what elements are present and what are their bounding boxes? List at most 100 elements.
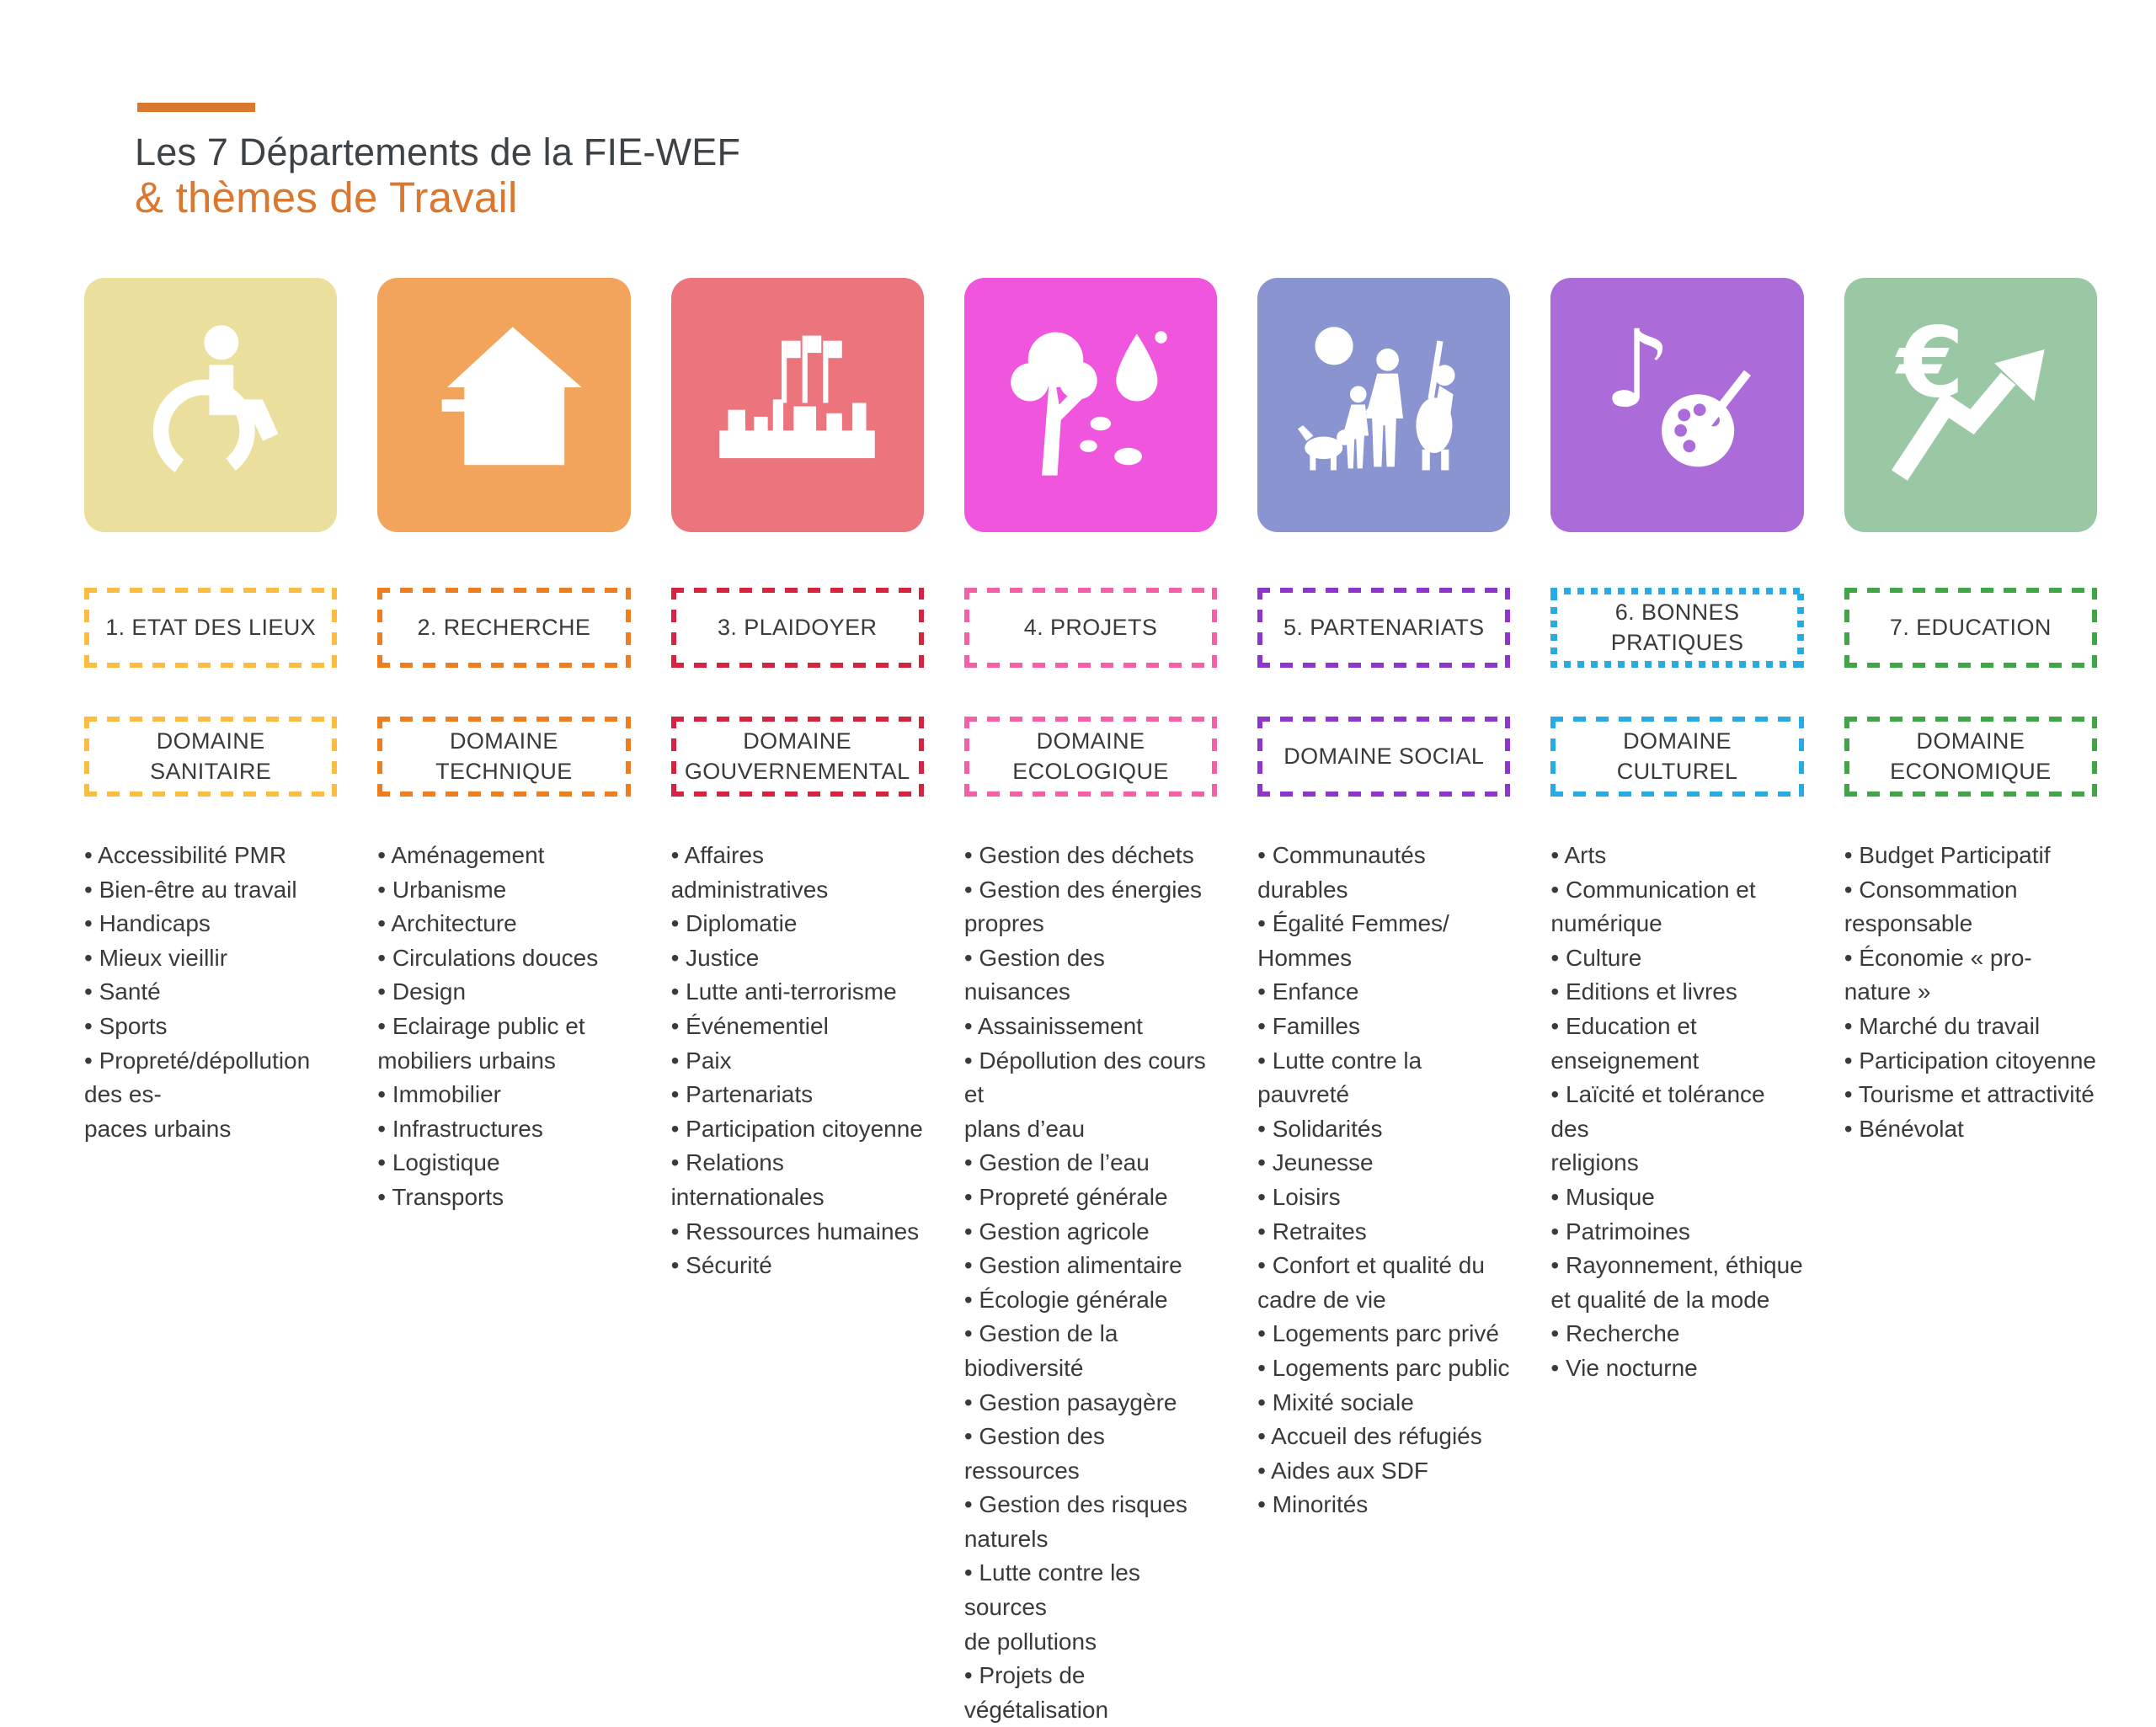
- theme-item: • Assainissement: [963, 1012, 1143, 1039]
- department-name-label: 4. PROJETS: [1023, 614, 1158, 640]
- theme-item: • Dépollution des cours et plans d’eau: [963, 1047, 1206, 1142]
- theme-item: • Rayonnement, éthique et qualité de la …: [1550, 1252, 1803, 1313]
- infographic-page: { "header": { "title_line1": "Les 7 Dépa…: [84, 103, 2098, 1723]
- theme-item: • Bien-être au travail: [84, 876, 297, 903]
- theme-item: • Vie nocturne: [1550, 1354, 1698, 1381]
- theme-item: • Projets de végétalisation: [963, 1662, 1109, 1723]
- theme-item: • Gestion alimentaire: [963, 1252, 1182, 1279]
- theme-item: • Gestion de l’eau: [963, 1149, 1150, 1176]
- theme-item: • Patrimoines: [1550, 1218, 1690, 1245]
- theme-item: • Communautés durables: [1257, 842, 1426, 903]
- themes-list: • Aménagement • Urbanisme • Architecture • …: [377, 839, 630, 1215]
- theme-item: • Laïcité et tolérance des religions: [1550, 1081, 1765, 1176]
- domain-label: DOMAINE GOUVERNEMENTAL: [684, 728, 910, 784]
- page-title-line1: Les 7 Départements de la FIE-WEF: [135, 131, 741, 173]
- theme-item: • Écologie générale: [963, 1286, 1168, 1313]
- theme-item: • Lutte contre les sources de pollutions: [963, 1559, 1140, 1655]
- theme-item: • Editions et livres: [1550, 978, 1737, 1005]
- euro-growth-icon: €: [1884, 306, 2057, 493]
- departments-grid: 1. ETAT DES LIEUX DOMAINE SANITAIRE • Ac…: [84, 278, 2098, 1727]
- theme-item: • Affaires administratives: [670, 842, 829, 903]
- department-name-box: 5. PARTENARIATS: [1257, 588, 1511, 668]
- domain-label: DOMAINE SANITAIRE: [150, 728, 272, 784]
- theme-item: • Gestion pasaygère: [963, 1389, 1177, 1415]
- themes-list: • Arts • Communication et numérique • Cult…: [1550, 839, 1803, 1386]
- government-building-icon: [711, 317, 883, 493]
- theme-item: • Confort et qualité du cadre de vie: [1257, 1252, 1485, 1313]
- theme-item: • Paix: [670, 1047, 732, 1074]
- domain-label: DOMAINE SOCIAL: [1283, 743, 1485, 769]
- people-community-icon: [1297, 317, 1470, 493]
- department-column: 1. ETAT DES LIEUX DOMAINE SANITAIRE • Ac…: [84, 278, 338, 1727]
- theme-item: • Égalité Femmes/ Hommes: [1257, 910, 1449, 971]
- theme-item: • Participation citoyenne: [670, 1115, 923, 1142]
- theme-item: • Partenariats: [670, 1081, 814, 1108]
- department-name-label: 1. ETAT DES LIEUX: [105, 614, 317, 640]
- theme-item: • Infrastructures: [377, 1115, 543, 1142]
- theme-item: • Ressources humaines: [670, 1218, 920, 1245]
- department-name-label: 5. PARTENARIATS: [1283, 614, 1485, 640]
- department-name-box: 7. EDUCATION: [1844, 588, 2098, 668]
- theme-item: • Aides aux SDF: [1257, 1457, 1428, 1484]
- page-title: Les 7 Départements de la FIE-WEF & thème…: [135, 131, 740, 222]
- theme-item: • Transports: [377, 1183, 504, 1210]
- theme-item: • Education et enseignement: [1550, 1012, 1700, 1074]
- themes-list: • Communautés durables • Égalité Femmes/ …: [1257, 839, 1510, 1522]
- department-tile: [670, 278, 924, 532]
- department-tile: €: [1844, 278, 2097, 532]
- domain-box: DOMAINE SANITAIRE: [84, 717, 338, 797]
- domain-label: DOMAINE ECONOMIQUE: [1890, 728, 2052, 784]
- theme-item: • Eclairage public et mobiliers urbains: [377, 1012, 585, 1074]
- department-name-label: 7. EDUCATION: [1889, 614, 2052, 640]
- theme-item: • Mieux vieillir: [84, 944, 228, 971]
- theme-item: • Gestion des énergies propres: [963, 876, 1203, 937]
- department-tile: [1257, 278, 1511, 532]
- theme-item: • Retraites: [1257, 1218, 1367, 1245]
- theme-item: • Budget Participatif: [1844, 842, 2051, 868]
- theme-item: • Lutte anti-terrorisme: [670, 978, 897, 1005]
- theme-item: • Familles: [1257, 1012, 1360, 1039]
- department-name-box: 6. BONNES PRATIQUES: [1550, 588, 1804, 668]
- theme-item: • Sécurité: [670, 1252, 772, 1279]
- department-name-label: 6. BONNES PRATIQUES: [1610, 599, 1744, 655]
- theme-item: • Loisirs: [1257, 1183, 1341, 1210]
- department-name-box: 2. RECHERCHE: [377, 588, 631, 668]
- svg-text:♪: ♪: [1604, 317, 1672, 432]
- domain-label: DOMAINE CULTUREL: [1616, 728, 1738, 784]
- theme-item: • Logements parc public: [1257, 1354, 1510, 1381]
- music-palette-icon: ♪: [1591, 307, 1764, 493]
- theme-item: • Sports: [84, 1012, 168, 1039]
- domain-box: DOMAINE GOUVERNEMENTAL: [670, 717, 925, 797]
- tree-water-icon: [1004, 317, 1177, 493]
- domain-box: DOMAINE ECONOMIQUE: [1844, 717, 2098, 797]
- themes-list: • Budget Participatif • Consommation resp…: [1844, 839, 2097, 1146]
- theme-item: • Jeunesse: [1257, 1149, 1374, 1176]
- theme-item: • Bénévolat: [1844, 1115, 1964, 1142]
- domain-box: DOMAINE CULTUREL: [1550, 717, 1804, 797]
- theme-item: • Musique: [1550, 1183, 1655, 1210]
- theme-item: • Marché du travail: [1844, 1012, 2041, 1039]
- theme-item: • Gestion des risques naturels: [963, 1491, 1187, 1552]
- theme-item: • Circulations douces: [377, 944, 599, 971]
- theme-item: • Propreté générale: [963, 1183, 1168, 1210]
- department-name-label: 3. PLAIDOYER: [718, 614, 878, 640]
- theme-item: • Design: [377, 978, 467, 1005]
- theme-item: • Santé: [84, 978, 161, 1005]
- department-column: 4. PROJETS DOMAINE ECOLOGIQUE • Gestion …: [963, 278, 1218, 1727]
- theme-item: • Participation citoyenne: [1844, 1047, 2097, 1074]
- theme-item: • Gestion de la biodiversité: [963, 1320, 1118, 1381]
- department-name-box: 1. ETAT DES LIEUX: [84, 588, 338, 668]
- department-column: 2. RECHERCHE DOMAINE TECHNIQUE • Aménage…: [377, 278, 631, 1727]
- domain-box: DOMAINE SOCIAL: [1257, 717, 1511, 797]
- theme-item: • Gestion des déchets: [963, 842, 1194, 868]
- theme-item: • Urbanisme: [377, 876, 507, 903]
- theme-item: • Événementiel: [670, 1012, 829, 1039]
- theme-item: • Architecture: [377, 910, 517, 937]
- department-tile: ♪: [1550, 278, 1804, 532]
- department-column: 3. PLAIDOYER DOMAINE GOUVERNEMENTAL • Af…: [670, 278, 925, 1727]
- theme-item: • Arts: [1550, 842, 1607, 868]
- domain-label: DOMAINE ECOLOGIQUE: [1012, 728, 1169, 784]
- department-column: ♪ 6. BONNES PRATIQUES DOMAINE CULTUREL •…: [1550, 278, 1804, 1727]
- department-name-box: 4. PROJETS: [963, 588, 1218, 668]
- theme-item: • Aménagement: [377, 842, 545, 868]
